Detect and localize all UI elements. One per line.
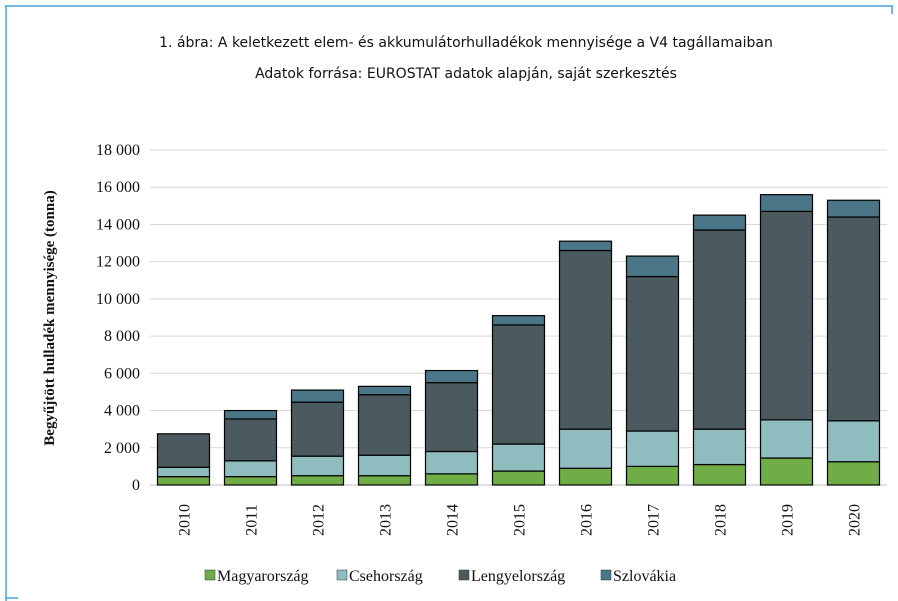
x-tick-label: 2017 <box>646 504 663 536</box>
y-tick-label: 2 000 <box>104 440 140 457</box>
y-axis-label: Begyűjtött hulladék mennyisége (tonna) <box>42 190 58 445</box>
bar-segment <box>625 465 680 486</box>
x-tick-label: 2019 <box>780 504 797 536</box>
bar-segment <box>424 473 479 486</box>
bar-segment <box>826 199 881 218</box>
legend-swatch <box>458 569 470 581</box>
x-tick-label: 2015 <box>512 504 529 536</box>
bar-segment <box>357 475 412 486</box>
bar-segment <box>625 430 680 467</box>
x-tick-label: 2020 <box>847 504 864 536</box>
bar-segment <box>357 394 412 456</box>
y-tick-label: 16 000 <box>96 179 140 196</box>
bar-segment <box>558 240 613 252</box>
bar-segment <box>692 428 747 466</box>
bar-segment <box>491 315 546 326</box>
bar-segment <box>156 476 211 486</box>
bar-segment <box>424 382 479 453</box>
chart-title: 1. ábra: A keletkezett elem- és akkumulá… <box>159 35 773 51</box>
bar-segment <box>156 466 211 478</box>
bar-segment <box>491 470 546 486</box>
bar-segment <box>692 229 747 430</box>
legend-label: Szlovákia <box>613 568 676 585</box>
x-tick-label: 2018 <box>713 504 730 536</box>
bar-segment <box>290 475 345 486</box>
y-tick-label: 14 000 <box>96 216 140 233</box>
y-tick-label: 12 000 <box>96 254 140 271</box>
chart-subtitle: Adatok forrása: EUROSTAT adatok alapján,… <box>255 66 677 82</box>
bar-segment <box>424 450 479 475</box>
legend-swatch <box>204 569 216 581</box>
bar-segment <box>558 467 613 486</box>
bar-segment <box>692 214 747 231</box>
bar-segment <box>357 385 412 396</box>
bar-segment <box>223 476 278 486</box>
bar-segment <box>424 369 479 384</box>
bar-segment <box>759 194 814 213</box>
bar-segment <box>558 428 613 469</box>
bar-segment <box>491 443 546 472</box>
bar-segment <box>156 433 211 468</box>
bar-segment <box>625 255 680 278</box>
y-tick-label: 4 000 <box>104 403 140 420</box>
bar-segment <box>692 463 747 486</box>
bar-segment <box>223 418 278 462</box>
bar-segment <box>558 249 613 430</box>
bar-segment <box>290 455 345 477</box>
bar-segment <box>759 210 814 421</box>
bar-segment <box>290 389 345 403</box>
x-tick-label: 2012 <box>311 504 328 536</box>
x-tick-label: 2013 <box>378 504 395 536</box>
bar-segment <box>625 275 680 432</box>
legend-swatch <box>336 569 348 581</box>
bar-segment <box>223 409 278 420</box>
legend-label: Csehország <box>349 568 423 585</box>
x-tick-label: 2014 <box>445 504 462 536</box>
bar-segment <box>826 420 881 463</box>
bar-segment <box>290 401 345 457</box>
y-tick-label: 6 000 <box>104 365 140 382</box>
legend-swatch <box>600 569 612 581</box>
bar-segment <box>357 454 412 477</box>
bar-segment <box>491 324 546 445</box>
x-tick-label: 2016 <box>579 504 596 536</box>
y-tick-label: 8 000 <box>104 328 140 345</box>
bar-segment <box>826 461 881 486</box>
y-tick-label: 0 <box>132 477 140 494</box>
legend-label: Lengyelország <box>471 568 565 585</box>
bar-segment <box>759 419 814 459</box>
bar-segment <box>223 460 278 478</box>
bar-segment <box>759 457 814 486</box>
x-tick-label: 2011 <box>244 504 261 535</box>
legend-label: Magyarország <box>217 568 309 585</box>
y-tick-label: 18 000 <box>96 142 140 159</box>
bar-segment <box>826 216 881 422</box>
y-tick-label: 10 000 <box>96 291 140 308</box>
x-tick-label: 2010 <box>177 504 194 536</box>
